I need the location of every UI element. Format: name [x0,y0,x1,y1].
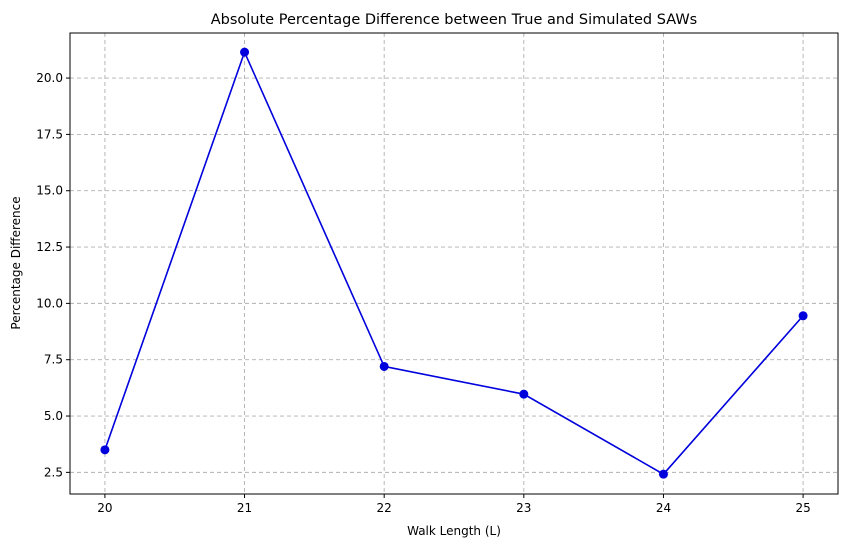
data-point [519,389,529,399]
plot-frame [69,32,839,495]
data-point [658,469,668,479]
data-point [379,361,389,371]
y-tick-label: 2.5 [44,465,63,479]
y-axis-label: Percentage Difference [9,196,23,329]
y-tick-label: 7.5 [44,353,63,367]
x-tick-label: 23 [516,501,531,515]
x-tick-label: 25 [795,501,810,515]
data-point [100,445,110,455]
y-tick-label: 5.0 [44,409,63,423]
x-tick-label: 24 [656,501,671,515]
y-tick-label: 17.5 [36,127,63,141]
series-layer [100,47,808,479]
x-axis-label: Walk Length (L) [407,524,501,538]
y-tick-label: 12.5 [36,240,63,254]
x-tick-label: 22 [377,501,392,515]
y-tick-label: 10.0 [36,296,63,310]
x-tick-label: 21 [237,501,252,515]
data-point [798,311,808,321]
x-tick-label: 20 [97,501,112,515]
data-point [240,47,250,57]
chart-title: Absolute Percentage Difference between T… [211,12,698,28]
y-tick-label: 20.0 [36,71,63,85]
y-tick-label: 15.0 [36,184,63,198]
series-line [104,49,804,476]
grid-layer [70,33,838,494]
ticks-layer: 20 21 22 23 24 25 2.5 5.0 7.5 10.0 12.5 15.0 17.5 20.… [36,71,810,515]
